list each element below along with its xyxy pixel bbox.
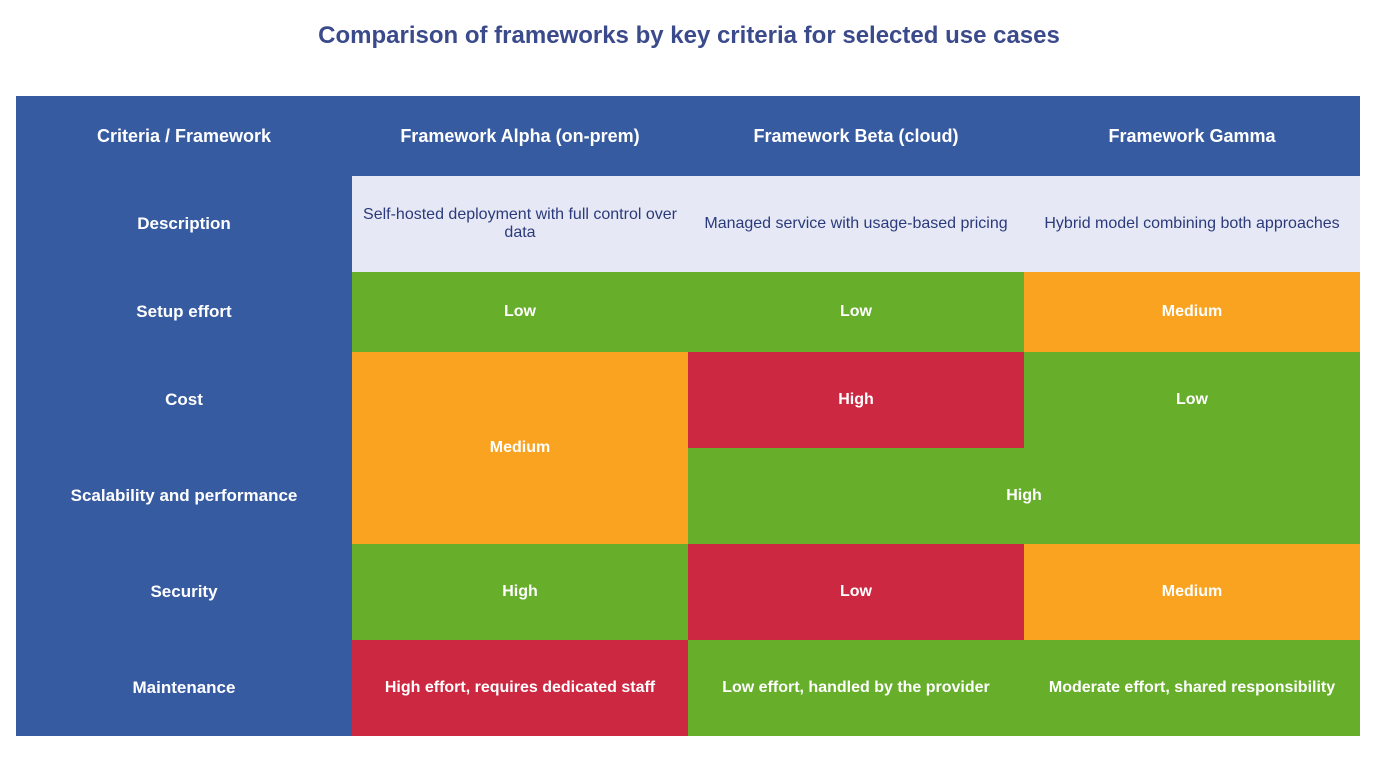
rating-cell: Moderate effort, shared responsibility — [1024, 640, 1360, 736]
comparison-table: Criteria / Framework Framework Alpha (on… — [16, 96, 1360, 736]
rating-cell: Low effort, handled by the provider — [688, 640, 1024, 736]
table-row: Setup effort Low Low Medium — [16, 272, 1360, 352]
header-col-2: Framework Beta (cloud) — [688, 96, 1024, 176]
rating-cell: High effort, requires dedicated staff — [352, 640, 688, 736]
description-row: Description Self-hosted deployment with … — [16, 176, 1360, 272]
rating-cell: Medium — [352, 352, 688, 544]
row-label: Maintenance — [16, 640, 352, 736]
header-row: Criteria / Framework Framework Alpha (on… — [16, 96, 1360, 176]
rating-cell: Low — [352, 272, 688, 352]
rating-cell: Low — [688, 272, 1024, 352]
table-row: Scalability and performance High — [16, 448, 1360, 544]
rating-cell: Low — [1024, 352, 1360, 448]
row-label-description: Description — [16, 176, 352, 272]
rating-cell: High — [352, 544, 688, 640]
description-col-1: Self-hosted deployment with full control… — [352, 176, 688, 272]
rating-cell: High — [688, 448, 1360, 544]
table-row: Security High Low Medium — [16, 544, 1360, 640]
page-title: Comparison of frameworks by key criteria… — [318, 22, 1060, 49]
row-label: Scalability and performance — [16, 448, 352, 544]
row-label: Cost — [16, 352, 352, 448]
rating-cell: Medium — [1024, 544, 1360, 640]
row-label: Security — [16, 544, 352, 640]
rating-cell: Low — [688, 544, 1024, 640]
header-corner: Criteria / Framework — [16, 96, 352, 176]
rating-cell: High — [688, 352, 1024, 448]
description-col-3: Hybrid model combining both approaches — [1024, 176, 1360, 272]
table-row: Cost Medium High Low — [16, 352, 1360, 544]
rating-cell: Medium — [1024, 272, 1360, 352]
row-label: Setup effort — [16, 272, 352, 352]
header-col-3: Framework Gamma — [1024, 96, 1360, 176]
description-col-2: Managed service with usage-based pricing — [688, 176, 1024, 272]
header-col-1: Framework Alpha (on-prem) — [352, 96, 688, 176]
table-row: Maintenance High effort, requires dedica… — [16, 640, 1360, 736]
